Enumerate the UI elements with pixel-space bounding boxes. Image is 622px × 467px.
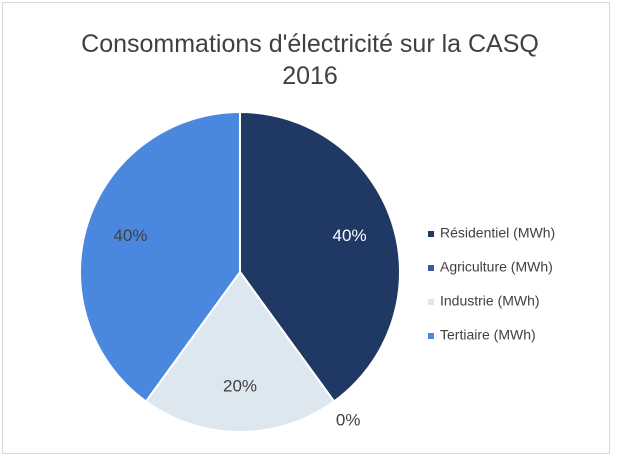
data-label: 40%: [333, 226, 367, 245]
legend-swatch: [428, 265, 434, 271]
legend-label: Industrie (MWh): [440, 293, 540, 309]
legend-label: Agriculture (MWh): [440, 259, 553, 275]
pie-slice: [79, 110, 241, 403]
chart-title: Consommations d'électricité sur la CASQ …: [81, 30, 539, 90]
pie-slice: [239, 110, 401, 403]
legend-label: Tertiaire (MWh): [440, 327, 536, 343]
pie-slice: [144, 270, 336, 434]
data-label: 20%: [223, 377, 257, 396]
legend-swatch: [428, 231, 434, 237]
legend-swatch: [428, 299, 434, 305]
data-label: 0%: [336, 410, 361, 429]
legend-swatch: [428, 333, 434, 339]
data-label: 40%: [113, 226, 147, 245]
legend-label: Résidentiel (MWh): [440, 225, 555, 241]
